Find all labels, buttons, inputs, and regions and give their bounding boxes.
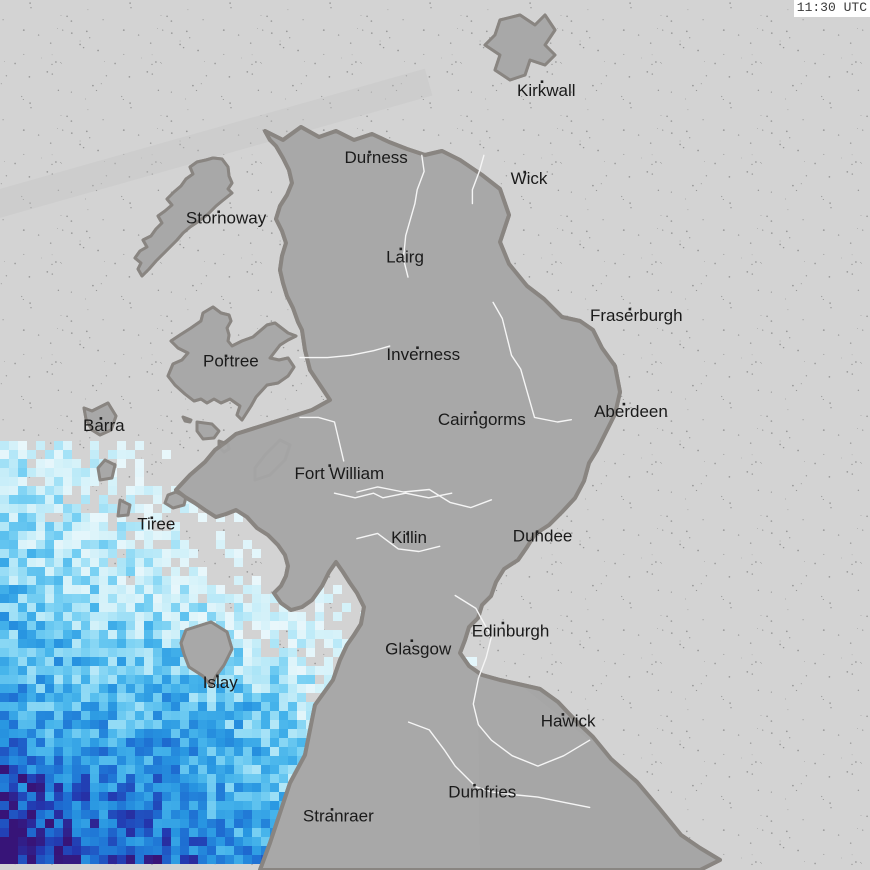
svg-text:Hawick: Hawick	[541, 712, 596, 731]
svg-text:Stranraer: Stranraer	[303, 806, 374, 825]
svg-text:Edinburgh: Edinburgh	[472, 622, 550, 641]
svg-text:Dumfries: Dumfries	[448, 783, 516, 802]
svg-text:Barra: Barra	[83, 416, 125, 435]
svg-text:Kirkwall: Kirkwall	[517, 81, 576, 100]
svg-text:Fraserburgh: Fraserburgh	[590, 306, 683, 325]
svg-text:Tiree: Tiree	[137, 514, 175, 533]
svg-text:Inverness: Inverness	[386, 345, 460, 364]
svg-text:Islay: Islay	[203, 673, 238, 692]
svg-text:Portree: Portree	[203, 351, 259, 370]
svg-text:Aberdeen: Aberdeen	[594, 402, 668, 421]
svg-text:Stornoway: Stornoway	[186, 208, 267, 227]
svg-text:Fort William: Fort William	[295, 464, 385, 483]
svg-text:Wick: Wick	[511, 169, 548, 188]
svg-text:Durness: Durness	[345, 148, 408, 167]
svg-text:Cairngorms: Cairngorms	[438, 410, 526, 429]
svg-text:Glasgow: Glasgow	[385, 640, 452, 659]
svg-text:Lairg: Lairg	[386, 247, 424, 266]
svg-text:Killin: Killin	[391, 528, 427, 547]
svg-text:Dundee: Dundee	[513, 527, 573, 546]
